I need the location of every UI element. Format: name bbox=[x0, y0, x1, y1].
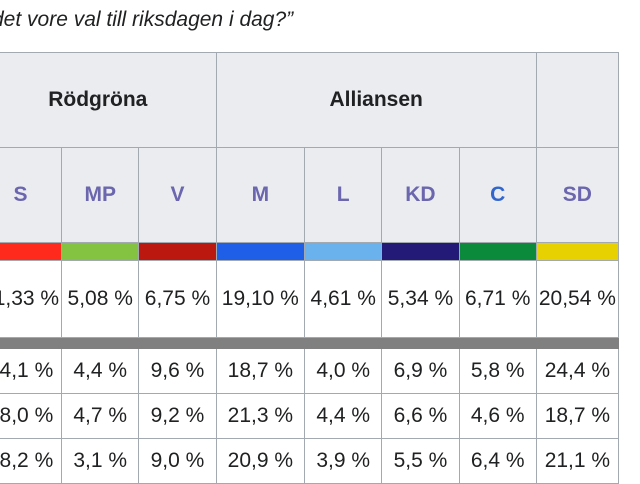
poll-cell: 3,1 % bbox=[61, 438, 140, 484]
poll-cell: 28,2 % bbox=[0, 438, 63, 484]
party-link-s[interactable]: S bbox=[0, 147, 63, 243]
poll-cell: 9,2 % bbox=[138, 393, 217, 439]
result-cell: 31,33 % bbox=[0, 260, 63, 338]
party-color-swatch bbox=[381, 242, 460, 261]
result-cell: 4,61 % bbox=[304, 260, 383, 338]
result-cell: 19,10 % bbox=[215, 260, 306, 338]
party-color-swatch bbox=[458, 242, 537, 261]
result-cell: 6,71 % bbox=[458, 260, 537, 338]
table-row: 24,1 % 4,4 % 9,6 % 18,7 % 4,0 % 6,9 % 5,… bbox=[0, 348, 620, 394]
poll-cell: 21,1 % bbox=[535, 438, 620, 484]
group-header-row: Rödgröna Alliansen bbox=[0, 52, 620, 148]
poll-cell: 18,7 % bbox=[215, 348, 306, 394]
party-color-swatch bbox=[304, 242, 383, 261]
poll-cell: 9,6 % bbox=[138, 348, 217, 394]
poll-cell: 6,6 % bbox=[381, 393, 460, 439]
table-row: 28,0 % 4,7 % 9,2 % 21,3 % 4,4 % 6,6 % 4,… bbox=[0, 393, 620, 439]
group-header-rodgrona: Rödgröna bbox=[0, 52, 217, 148]
result-cell: 5,08 % bbox=[61, 260, 140, 338]
poll-cell: 20,9 % bbox=[215, 438, 306, 484]
separator-bar bbox=[0, 337, 619, 349]
poll-cell: 4,7 % bbox=[61, 393, 140, 439]
result-cell: 20,54 % bbox=[535, 260, 620, 338]
separator-row bbox=[0, 337, 619, 349]
group-header-other bbox=[535, 52, 620, 148]
party-link-v[interactable]: V bbox=[138, 147, 217, 243]
poll-cell: 9,0 % bbox=[138, 438, 217, 484]
party-header-row: S MP V M L KD C SD bbox=[0, 147, 620, 243]
party-color-row bbox=[0, 242, 620, 261]
party-color-swatch bbox=[215, 242, 306, 261]
party-link-kd[interactable]: KD bbox=[381, 147, 460, 243]
party-link-l[interactable]: L bbox=[304, 147, 383, 243]
poll-cell: 5,8 % bbox=[458, 348, 537, 394]
poll-cell: 18,7 % bbox=[535, 393, 620, 439]
poll-cell: 21,3 % bbox=[215, 393, 306, 439]
party-color-swatch bbox=[535, 242, 620, 261]
party-color-swatch bbox=[61, 242, 140, 261]
table-caption: det vore val till riksdagen i dag?” bbox=[0, 8, 294, 31]
result-cell: 5,34 % bbox=[381, 260, 460, 338]
party-link-mp[interactable]: MP bbox=[61, 147, 140, 243]
poll-cell: 3,9 % bbox=[304, 438, 383, 484]
poll-cell: 6,9 % bbox=[381, 348, 460, 394]
group-header-alliansen: Alliansen bbox=[215, 52, 537, 148]
opinion-poll-table: Rödgröna Alliansen S MP V M L KD C SD 31… bbox=[0, 52, 620, 484]
result-cell: 6,75 % bbox=[138, 260, 217, 338]
poll-cell: 4,6 % bbox=[458, 393, 537, 439]
election-result-row: 31,33 % 5,08 % 6,75 % 19,10 % 4,61 % 5,3… bbox=[0, 260, 620, 338]
poll-cell: 5,5 % bbox=[381, 438, 460, 484]
poll-cell: 28,0 % bbox=[0, 393, 63, 439]
poll-cell: 6,4 % bbox=[458, 438, 537, 484]
party-color-swatch bbox=[0, 242, 63, 261]
poll-cell: 4,4 % bbox=[61, 348, 140, 394]
poll-cell: 4,0 % bbox=[304, 348, 383, 394]
poll-cell: 24,4 % bbox=[535, 348, 620, 394]
party-color-swatch bbox=[138, 242, 217, 261]
poll-cell: 24,1 % bbox=[0, 348, 63, 394]
poll-cell: 4,4 % bbox=[304, 393, 383, 439]
party-link-sd[interactable]: SD bbox=[535, 147, 620, 243]
table-row: 28,2 % 3,1 % 9,0 % 20,9 % 3,9 % 5,5 % 6,… bbox=[0, 438, 620, 484]
party-link-m[interactable]: M bbox=[215, 147, 306, 243]
party-link-c[interactable]: C bbox=[458, 147, 537, 243]
